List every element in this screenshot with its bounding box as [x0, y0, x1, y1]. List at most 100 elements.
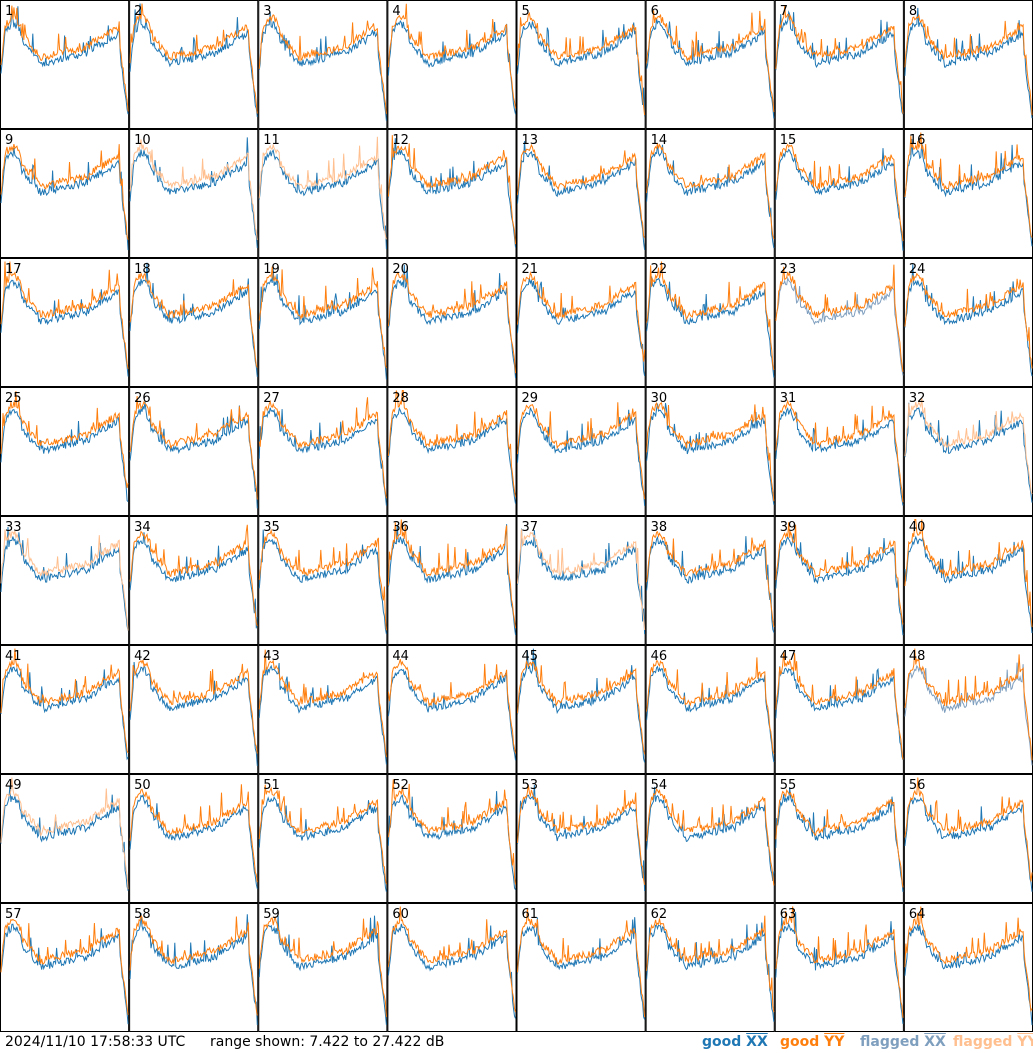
- panel-frame: [903, 387, 1033, 516]
- panel-41: 41: [0, 645, 130, 774]
- panel-6: 6: [645, 0, 775, 129]
- panel-frame: [516, 903, 646, 1032]
- panel-label: 62: [651, 907, 668, 922]
- series-xx-panel-30: [646, 403, 775, 505]
- panel-frame: [0, 258, 130, 387]
- panel-frame: [645, 0, 775, 129]
- panel-12: 12: [387, 129, 517, 258]
- panel-label: 60: [392, 907, 409, 922]
- panel-label: 13: [522, 133, 539, 148]
- panel-frame: [0, 516, 130, 645]
- panel-frame: [387, 516, 517, 645]
- panel-42: 42: [129, 645, 259, 774]
- panel-label: 54: [651, 778, 668, 793]
- series-xx-panel-24: [904, 264, 1033, 377]
- panel-9: 9: [0, 129, 130, 258]
- panel-label: 3: [263, 4, 271, 19]
- panel-24: 24: [903, 258, 1033, 387]
- panel-frame: [516, 645, 646, 774]
- series-yy-panel-37: [517, 529, 646, 631]
- panel-frame: [516, 387, 646, 516]
- series-yy-panel-4: [387, 3, 516, 109]
- series-xx-panel-16: [904, 138, 1033, 247]
- panel-label: 40: [909, 520, 926, 535]
- series-yy-panel-2: [129, 3, 258, 114]
- series-xx-panel-6: [646, 18, 775, 119]
- series-xx-panel-54: [646, 786, 775, 881]
- panel-frame: [129, 0, 259, 129]
- series-xx-panel-61: [517, 917, 646, 1020]
- panel-label: 37: [522, 520, 539, 535]
- series-xx-panel-39: [775, 533, 904, 636]
- panel-25: 25: [0, 387, 130, 516]
- panel-frame: [387, 0, 517, 129]
- series-xx-panel-52: [387, 791, 516, 890]
- panel-label: 20: [392, 262, 409, 277]
- panel-frame: [129, 258, 259, 387]
- series-yy-panel-51: [258, 784, 387, 885]
- series-xx-panel-13: [517, 141, 646, 250]
- series-yy-panel-55: [775, 788, 904, 888]
- series-xx-panel-60: [387, 923, 516, 1019]
- panel-label: 53: [522, 778, 539, 793]
- series-yy-panel-56: [904, 777, 1033, 882]
- panel-frame: [0, 645, 130, 774]
- series-xx-panel-3: [258, 12, 387, 121]
- panel-35: 35: [258, 516, 388, 645]
- series-yy-panel-14: [646, 143, 775, 240]
- series-yy-panel-36: [387, 519, 516, 629]
- panel-4: 4: [387, 0, 517, 129]
- series-yy-panel-29: [517, 402, 646, 500]
- panel-33: 33: [0, 516, 130, 645]
- legend-good-yy: good YY: [780, 1034, 845, 1050]
- panel-59: 59: [258, 903, 388, 1032]
- panel-frame: [0, 387, 130, 516]
- panel-frame: [645, 129, 775, 258]
- panel-13: 13: [516, 129, 646, 258]
- panel-26: 26: [129, 387, 259, 516]
- panel-48: 48: [903, 645, 1033, 774]
- series-yy-panel-6: [646, 10, 775, 113]
- series-xx-panel-34: [129, 532, 258, 629]
- panel-frame: [645, 774, 775, 903]
- panel-22: 22: [645, 258, 775, 387]
- panel-45: 45: [516, 645, 646, 774]
- series-xx-panel-2: [129, 3, 258, 118]
- series-yy-panel-30: [646, 401, 775, 502]
- panel-label: 48: [909, 649, 926, 664]
- panel-frame: [387, 129, 517, 258]
- series-yy-panel-27: [258, 397, 387, 499]
- series-xx-panel-38: [646, 535, 775, 633]
- series-xx-panel-43: [258, 662, 387, 765]
- series-xx-panel-28: [387, 406, 516, 504]
- panel-label: 17: [5, 262, 22, 277]
- series-yy-panel-28: [387, 390, 516, 497]
- series-yy-panel-34: [129, 524, 258, 627]
- panel-frame: [645, 258, 775, 387]
- panel-frame: [258, 516, 388, 645]
- panel-64: 64: [903, 903, 1033, 1032]
- series-yy-panel-31: [775, 399, 904, 503]
- panel-label: 44: [392, 649, 409, 664]
- series-xx-panel-46: [646, 665, 775, 763]
- panel-23: 23: [774, 258, 904, 387]
- panel-frame: [645, 516, 775, 645]
- panel-frame: [387, 645, 517, 774]
- series-yy-panel-1: [0, 5, 129, 112]
- panel-label: 55: [780, 778, 797, 793]
- series-yy-panel-59: [258, 916, 387, 1017]
- panel-label: 19: [263, 262, 280, 277]
- panel-frame: [645, 387, 775, 516]
- series-xx-panel-8: [904, 7, 1033, 119]
- panel-frame: [387, 387, 517, 516]
- panel-63: 63: [774, 903, 904, 1032]
- panel-frame: [516, 129, 646, 258]
- panel-frame: [774, 645, 904, 774]
- series-xx-panel-51: [258, 795, 387, 892]
- panel-label: 10: [134, 133, 151, 148]
- panel-frame: [258, 258, 388, 387]
- panel-2: 2: [129, 0, 259, 129]
- panel-1: 1: [0, 0, 130, 129]
- panel-label: 58: [134, 907, 151, 922]
- panel-39: 39: [774, 516, 904, 645]
